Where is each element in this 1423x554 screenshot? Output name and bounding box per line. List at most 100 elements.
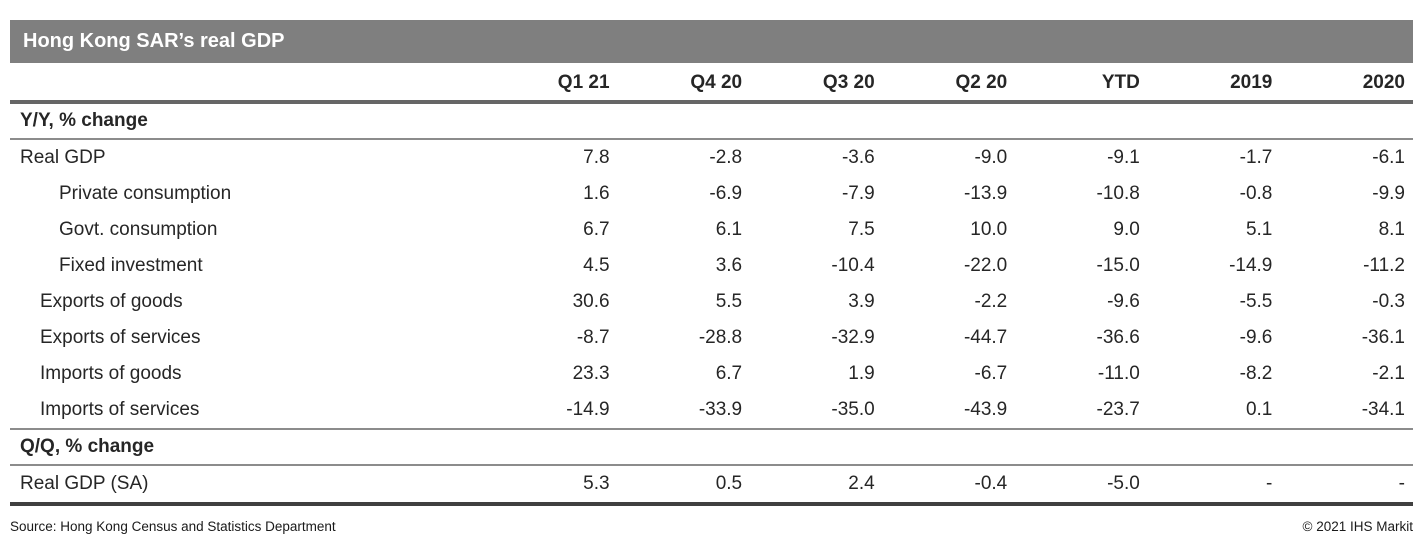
cell-value: 1.6 [583,183,610,204]
cell-value: -43.9 [963,399,1008,420]
cell-value: -9.0 [974,147,1008,168]
column-header: YTD [1015,63,1148,104]
cell-value: 0.1 [1245,399,1273,420]
cell-value: 3.9 [848,291,875,312]
cell-value: -2.2 [974,291,1008,312]
cell-value: 23.3 [572,363,610,384]
cell-value: 6.7 [583,219,610,240]
cell-value: -6.9 [709,183,743,204]
table-row: Fixed investment 4.5 3.6 -10.4 -22.0 -15.0 -14… [10,248,1413,284]
table-row: Exports of goods 30.6 5.5 3.9 -2.2 -9.6 -5.5 -0… [10,284,1413,320]
row-label: Exports of goods [40,291,183,312]
row-label: Fixed investment [59,255,203,276]
cell-value: 10.0 [970,219,1008,240]
cell-value: -6.1 [1372,147,1405,168]
row-label-column-header [10,63,485,104]
cell-value: -10.4 [831,255,875,276]
section-header: Q/Q, % change [10,428,1413,466]
cell-value: -28.8 [698,327,743,348]
cell-value: -9.6 [1107,291,1140,312]
cell-value: -23.7 [1096,399,1140,420]
cell-value: -8.7 [576,327,610,348]
cell-value: 5.5 [715,291,743,312]
section-header-row: Q/Q, % change [10,428,1413,466]
cell-value: -2.8 [709,147,743,168]
cell-value: 7.8 [583,147,610,168]
cell-value: -33.9 [698,399,743,420]
cell-value: -9.1 [1107,147,1140,168]
report-figure: Hong Kong SAR’s real GDP Q1 21 Q4 20 Q3 20… [10,20,1413,506]
cell-value: 1.9 [848,363,875,384]
table-row: Private consumption 1.6 -6.9 -7.9 -13.9 -10.8… [10,176,1413,212]
cell-value: -6.7 [974,363,1008,384]
cell-value: -11.2 [1363,255,1405,276]
cell-value: -5.0 [1015,465,1148,506]
cell-value: -8.2 [1239,363,1273,384]
column-header: Q1 21 [485,63,618,104]
cell-value: 8.1 [1378,219,1405,240]
cell-value: -44.7 [963,327,1008,348]
cell-value: 5.1 [1245,219,1273,240]
column-header: Q3 20 [750,63,883,104]
row-label: Govt. consumption [59,219,218,240]
cell-value: -9.9 [1372,183,1405,204]
cell-value: 9.0 [1113,219,1140,240]
cell-value: -3.6 [841,147,875,168]
table-title: Hong Kong SAR’s real GDP [23,30,285,52]
cell-value: 30.6 [572,291,610,312]
table-row: Govt. consumption 6.7 6.1 7.5 10.0 9.0 5.1 8.1 [10,212,1413,248]
cell-value: 0.5 [617,465,751,506]
cell-value: 2.4 [750,465,883,506]
cell-value: -34.1 [1361,399,1405,420]
source-note: Source: Hong Kong Census and Statistics … [10,519,336,534]
title-bar: Hong Kong SAR’s real GDP [10,20,1413,63]
row-label: Exports of services [40,327,201,348]
gdp-table-head: Q1 21 Q4 20 Q3 20 Q2 20 YTD 2019 2020 [10,63,1413,104]
cell-value: -14.9 [1229,255,1273,276]
section-header-row: Y/Y, % change [10,101,1413,140]
cell-value: -9.6 [1239,327,1273,348]
row-label: Real GDP (SA) [10,465,485,506]
cell-value: -10.8 [1096,183,1140,204]
cell-value: -22.0 [963,255,1008,276]
cell-value: 3.6 [715,255,743,276]
cell-value: -5.5 [1239,291,1273,312]
cell-value: - [1280,465,1413,506]
cell-value: -13.9 [963,183,1008,204]
cell-value: -1.7 [1239,147,1273,168]
column-header: 2020 [1280,63,1413,104]
cell-value: 5.3 [485,465,618,506]
cell-value: -36.1 [1361,327,1405,348]
cell-value: -32.9 [831,327,875,348]
cell-value: -0.4 [882,465,1016,506]
figure-footer: Source: Hong Kong Census and Statistics … [10,519,1413,534]
table-row: Real GDP (SA) 5.3 0.5 2.4 -0.4 -5.0- - [10,465,1413,506]
cell-value: 6.1 [715,219,743,240]
table-row: Exports of services -8.7 -28.8 -32.9 -44.7 -3… [10,320,1413,356]
table-row: Imports of goods 23.3 6.7 1.9 -6.7 -11.0 -8.2 -… [10,356,1413,392]
column-header: 2019 [1147,63,1281,104]
gdp-table-body: Y/Y, % change Real GDP 7.8 -2.8 -3.6 -9.0 -9.1… [10,101,1413,506]
table-row: Imports of services -14.9 -33.9 -35.0 -43.9 -… [10,392,1413,429]
cell-value: - [1147,465,1281,506]
cell-value: -14.9 [566,399,610,420]
header-row: Q1 21 Q4 20 Q3 20 Q2 20 YTD 2019 2020 [10,63,1413,104]
copyright-note: © 2021 IHS Markit [1302,519,1414,534]
column-header: Q2 20 [882,63,1016,104]
cell-value: -15.0 [1096,255,1140,276]
row-label: Imports of goods [40,363,182,384]
cell-value: 6.7 [715,363,743,384]
cell-value: -11.0 [1097,363,1140,384]
cell-value: -0.8 [1239,183,1273,204]
column-header: Q4 20 [617,63,751,104]
cell-value: -36.6 [1096,327,1140,348]
gdp-table: Q1 21 Q4 20 Q3 20 Q2 20 YTD 2019 2020 Y/Y, % c… [10,63,1413,506]
section-header: Y/Y, % change [10,101,1413,140]
cell-value: -7.9 [841,183,875,204]
row-label: Imports of services [40,399,200,420]
cell-value: -35.0 [831,399,875,420]
cell-value: 4.5 [583,255,610,276]
cell-value: 7.5 [848,219,875,240]
row-label: Real GDP [20,147,106,168]
cell-value: -2.1 [1372,363,1405,384]
